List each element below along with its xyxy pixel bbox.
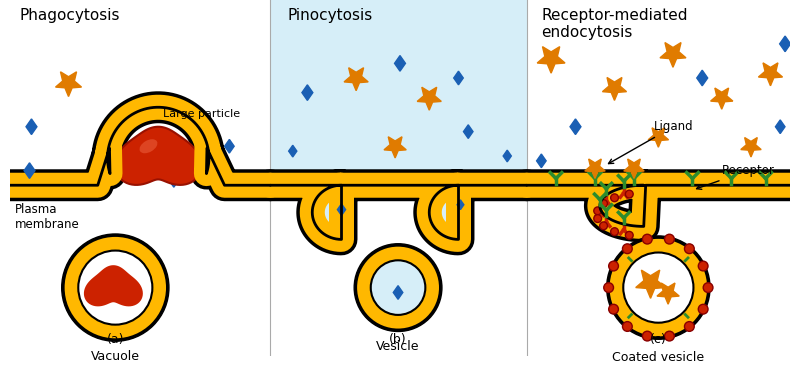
Circle shape bbox=[609, 261, 618, 271]
Circle shape bbox=[600, 200, 607, 207]
Polygon shape bbox=[570, 119, 581, 135]
Text: Vacuole: Vacuole bbox=[91, 350, 140, 363]
Polygon shape bbox=[585, 159, 605, 178]
Polygon shape bbox=[454, 71, 463, 85]
Text: Coated vesicle: Coated vesicle bbox=[612, 351, 705, 364]
Circle shape bbox=[626, 231, 633, 239]
Circle shape bbox=[685, 322, 694, 331]
Circle shape bbox=[622, 244, 632, 254]
Bar bbox=[270, 0, 526, 200]
Circle shape bbox=[622, 322, 632, 331]
Circle shape bbox=[604, 283, 614, 292]
Polygon shape bbox=[394, 55, 406, 71]
Polygon shape bbox=[344, 68, 368, 91]
Circle shape bbox=[354, 244, 442, 331]
Polygon shape bbox=[602, 77, 626, 100]
Circle shape bbox=[606, 236, 710, 339]
Polygon shape bbox=[302, 85, 313, 100]
Polygon shape bbox=[741, 138, 761, 157]
Polygon shape bbox=[457, 200, 464, 210]
Circle shape bbox=[698, 261, 708, 271]
Polygon shape bbox=[24, 163, 35, 178]
Text: Ligand: Ligand bbox=[609, 120, 693, 164]
Polygon shape bbox=[780, 36, 790, 52]
Circle shape bbox=[642, 234, 652, 244]
Polygon shape bbox=[624, 159, 644, 178]
Circle shape bbox=[703, 283, 713, 292]
Polygon shape bbox=[636, 270, 666, 298]
Polygon shape bbox=[55, 72, 82, 96]
Polygon shape bbox=[26, 119, 37, 135]
Polygon shape bbox=[463, 125, 473, 138]
Polygon shape bbox=[115, 127, 202, 185]
Text: Phagocytosis: Phagocytosis bbox=[20, 8, 120, 23]
Circle shape bbox=[685, 244, 694, 254]
Circle shape bbox=[370, 260, 426, 315]
Polygon shape bbox=[697, 70, 708, 86]
Polygon shape bbox=[648, 128, 669, 147]
Polygon shape bbox=[660, 43, 686, 67]
Polygon shape bbox=[758, 63, 782, 86]
Circle shape bbox=[65, 237, 166, 338]
Text: (a): (a) bbox=[106, 333, 124, 346]
Polygon shape bbox=[430, 185, 453, 239]
Circle shape bbox=[594, 207, 602, 215]
Polygon shape bbox=[225, 139, 234, 153]
Polygon shape bbox=[503, 150, 511, 162]
Circle shape bbox=[600, 222, 607, 230]
Text: Plasma
membrane: Plasma membrane bbox=[15, 203, 80, 231]
Text: Receptor: Receptor bbox=[697, 164, 774, 189]
Text: Receptor-mediated
endocytosis: Receptor-mediated endocytosis bbox=[542, 8, 688, 40]
Polygon shape bbox=[775, 120, 785, 134]
Circle shape bbox=[665, 234, 674, 244]
Polygon shape bbox=[657, 283, 679, 304]
Circle shape bbox=[642, 331, 652, 341]
Circle shape bbox=[623, 253, 694, 323]
Polygon shape bbox=[289, 145, 297, 157]
Text: Vesicle: Vesicle bbox=[376, 340, 420, 353]
Circle shape bbox=[610, 239, 707, 337]
Polygon shape bbox=[338, 204, 346, 215]
Circle shape bbox=[665, 331, 674, 341]
Circle shape bbox=[62, 234, 169, 341]
Polygon shape bbox=[84, 265, 143, 306]
Text: (b): (b) bbox=[390, 333, 407, 346]
Polygon shape bbox=[394, 286, 403, 299]
Polygon shape bbox=[169, 173, 178, 187]
Ellipse shape bbox=[139, 139, 158, 153]
Text: (c): (c) bbox=[650, 333, 666, 346]
Polygon shape bbox=[538, 47, 565, 73]
Text: Pinocytosis: Pinocytosis bbox=[288, 8, 373, 23]
Circle shape bbox=[594, 215, 602, 223]
Polygon shape bbox=[710, 88, 733, 109]
Polygon shape bbox=[384, 137, 406, 158]
Circle shape bbox=[78, 250, 152, 324]
Circle shape bbox=[626, 190, 633, 198]
Polygon shape bbox=[312, 185, 336, 239]
Text: Large particle: Large particle bbox=[163, 109, 240, 119]
Circle shape bbox=[609, 304, 618, 314]
Circle shape bbox=[610, 194, 618, 202]
Circle shape bbox=[698, 304, 708, 314]
Circle shape bbox=[357, 247, 439, 328]
Polygon shape bbox=[417, 87, 442, 110]
Circle shape bbox=[610, 228, 618, 235]
Polygon shape bbox=[537, 154, 546, 168]
